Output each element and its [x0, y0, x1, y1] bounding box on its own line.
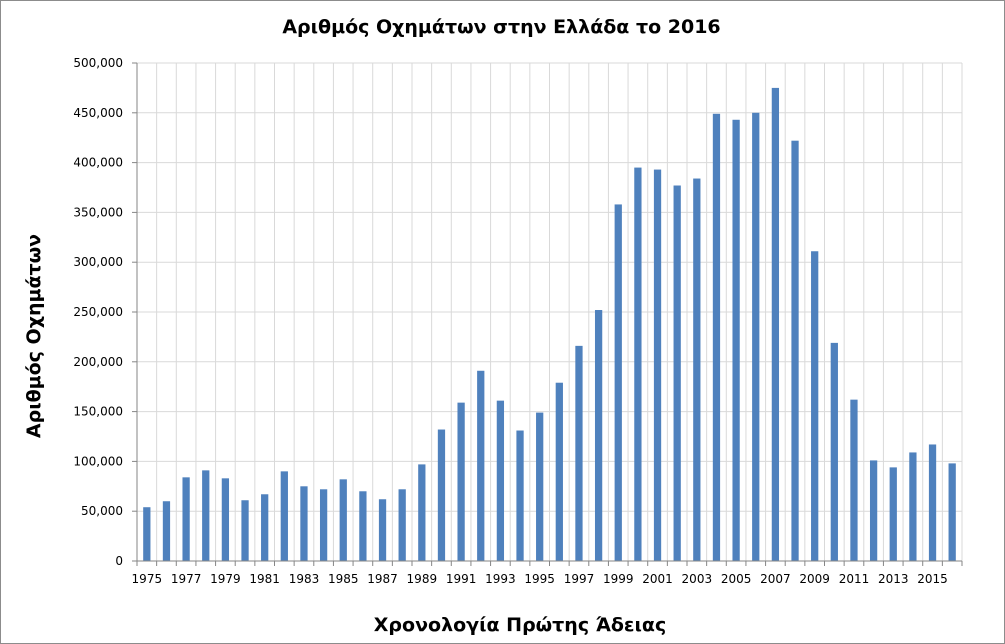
- gridlines: [137, 62, 963, 561]
- x-tick-label: 1983: [289, 572, 320, 586]
- bar-1999: [614, 204, 622, 561]
- x-tick-label: 1989: [407, 572, 438, 586]
- x-tick-labels: 1975 1977 1979 1981 1983 1985 1987 1989 1991 1993…: [132, 572, 948, 586]
- x-tick-label: 2015: [917, 572, 948, 586]
- y-tick-label: 350,000: [73, 205, 123, 219]
- x-tick-label: 1985: [328, 572, 359, 586]
- x-tick-label: 2003: [682, 572, 713, 586]
- y-tick-label: 50,000: [81, 504, 123, 518]
- bar-1980: [241, 500, 249, 561]
- bar-1996: [555, 382, 563, 561]
- x-tick-label: 2001: [642, 572, 673, 586]
- y-tick-label: 150,000: [73, 405, 123, 419]
- chart-title: Αριθμός Οχημάτων στην Ελλάδα το 2016: [282, 16, 721, 38]
- x-tick-label: 2013: [878, 572, 909, 586]
- bar-1993: [496, 400, 505, 561]
- bar-2016: [948, 463, 956, 561]
- bar-2003: [693, 178, 701, 561]
- bar-2006: [752, 112, 760, 562]
- bar-2013: [889, 467, 897, 561]
- x-tick-label: 1987: [367, 572, 398, 586]
- y-tick-label: 450,000: [73, 106, 123, 120]
- bar-1985: [339, 479, 347, 561]
- bar-2007: [771, 87, 780, 562]
- bar-1997: [575, 345, 583, 561]
- bar-1978: [202, 470, 210, 561]
- bar-1987: [378, 499, 387, 561]
- x-tick-label: 1993: [485, 572, 516, 586]
- x-tick-label: 1981: [249, 572, 280, 586]
- bar-1979: [221, 478, 230, 561]
- axes: [132, 62, 963, 566]
- bar-2000: [634, 167, 642, 561]
- bar-1994: [516, 430, 524, 561]
- x-tick-label: 1975: [132, 572, 163, 586]
- bar-2012: [869, 460, 878, 561]
- bar-1977: [182, 477, 190, 561]
- bar-2004: [712, 113, 721, 562]
- bar-1991: [457, 402, 465, 561]
- y-tick-labels: 0 50,000 100,000 150,000 200,000 250,000 300,0…: [73, 56, 123, 568]
- x-tick-label: 1995: [524, 572, 555, 586]
- bar-2011: [850, 399, 858, 561]
- bar-1989: [418, 464, 426, 561]
- bar-1990: [437, 429, 446, 561]
- bar-1982: [280, 471, 288, 561]
- bar-2002: [673, 185, 681, 561]
- y-tick-label: 200,000: [73, 355, 123, 369]
- x-tick-label: 2007: [760, 572, 791, 586]
- bar-2001: [653, 169, 662, 561]
- bar-1984: [319, 489, 328, 561]
- y-tick-label: 300,000: [73, 255, 123, 269]
- bar-2015: [928, 444, 937, 561]
- x-tick-label: 1999: [603, 572, 634, 586]
- y-tick-label: 500,000: [73, 56, 123, 70]
- bar-1983: [300, 486, 308, 561]
- x-tick-label: 1977: [171, 572, 202, 586]
- x-tick-label: 1997: [564, 572, 595, 586]
- bar-2014: [909, 452, 917, 561]
- y-tick-label: 100,000: [73, 454, 123, 468]
- x-tick-label: 2009: [799, 572, 830, 586]
- x-tick-label: 1979: [210, 572, 241, 586]
- x-tick-label: 2011: [839, 572, 870, 586]
- bar-1981: [261, 494, 269, 561]
- y-tick-label: 0: [115, 554, 123, 568]
- x-tick-label: 2005: [721, 572, 752, 586]
- bar-1995: [536, 412, 544, 561]
- bar-1975: [143, 507, 151, 561]
- bar-2010: [830, 342, 838, 561]
- y-tick-label: 400,000: [73, 156, 123, 170]
- bar-1986: [359, 491, 367, 561]
- x-tick-label: 1991: [446, 572, 477, 586]
- bar-2005: [732, 119, 740, 561]
- bar-1998: [594, 310, 603, 561]
- bar-1976: [162, 501, 171, 561]
- bar-1992: [477, 370, 485, 561]
- bar-2009: [811, 251, 819, 561]
- x-axis-title: Χρονολογία Πρώτης Άδειας: [373, 614, 667, 636]
- bar-1988: [398, 489, 406, 561]
- bars: [143, 87, 956, 562]
- bar-2008: [791, 140, 799, 562]
- y-tick-label: 250,000: [73, 305, 123, 319]
